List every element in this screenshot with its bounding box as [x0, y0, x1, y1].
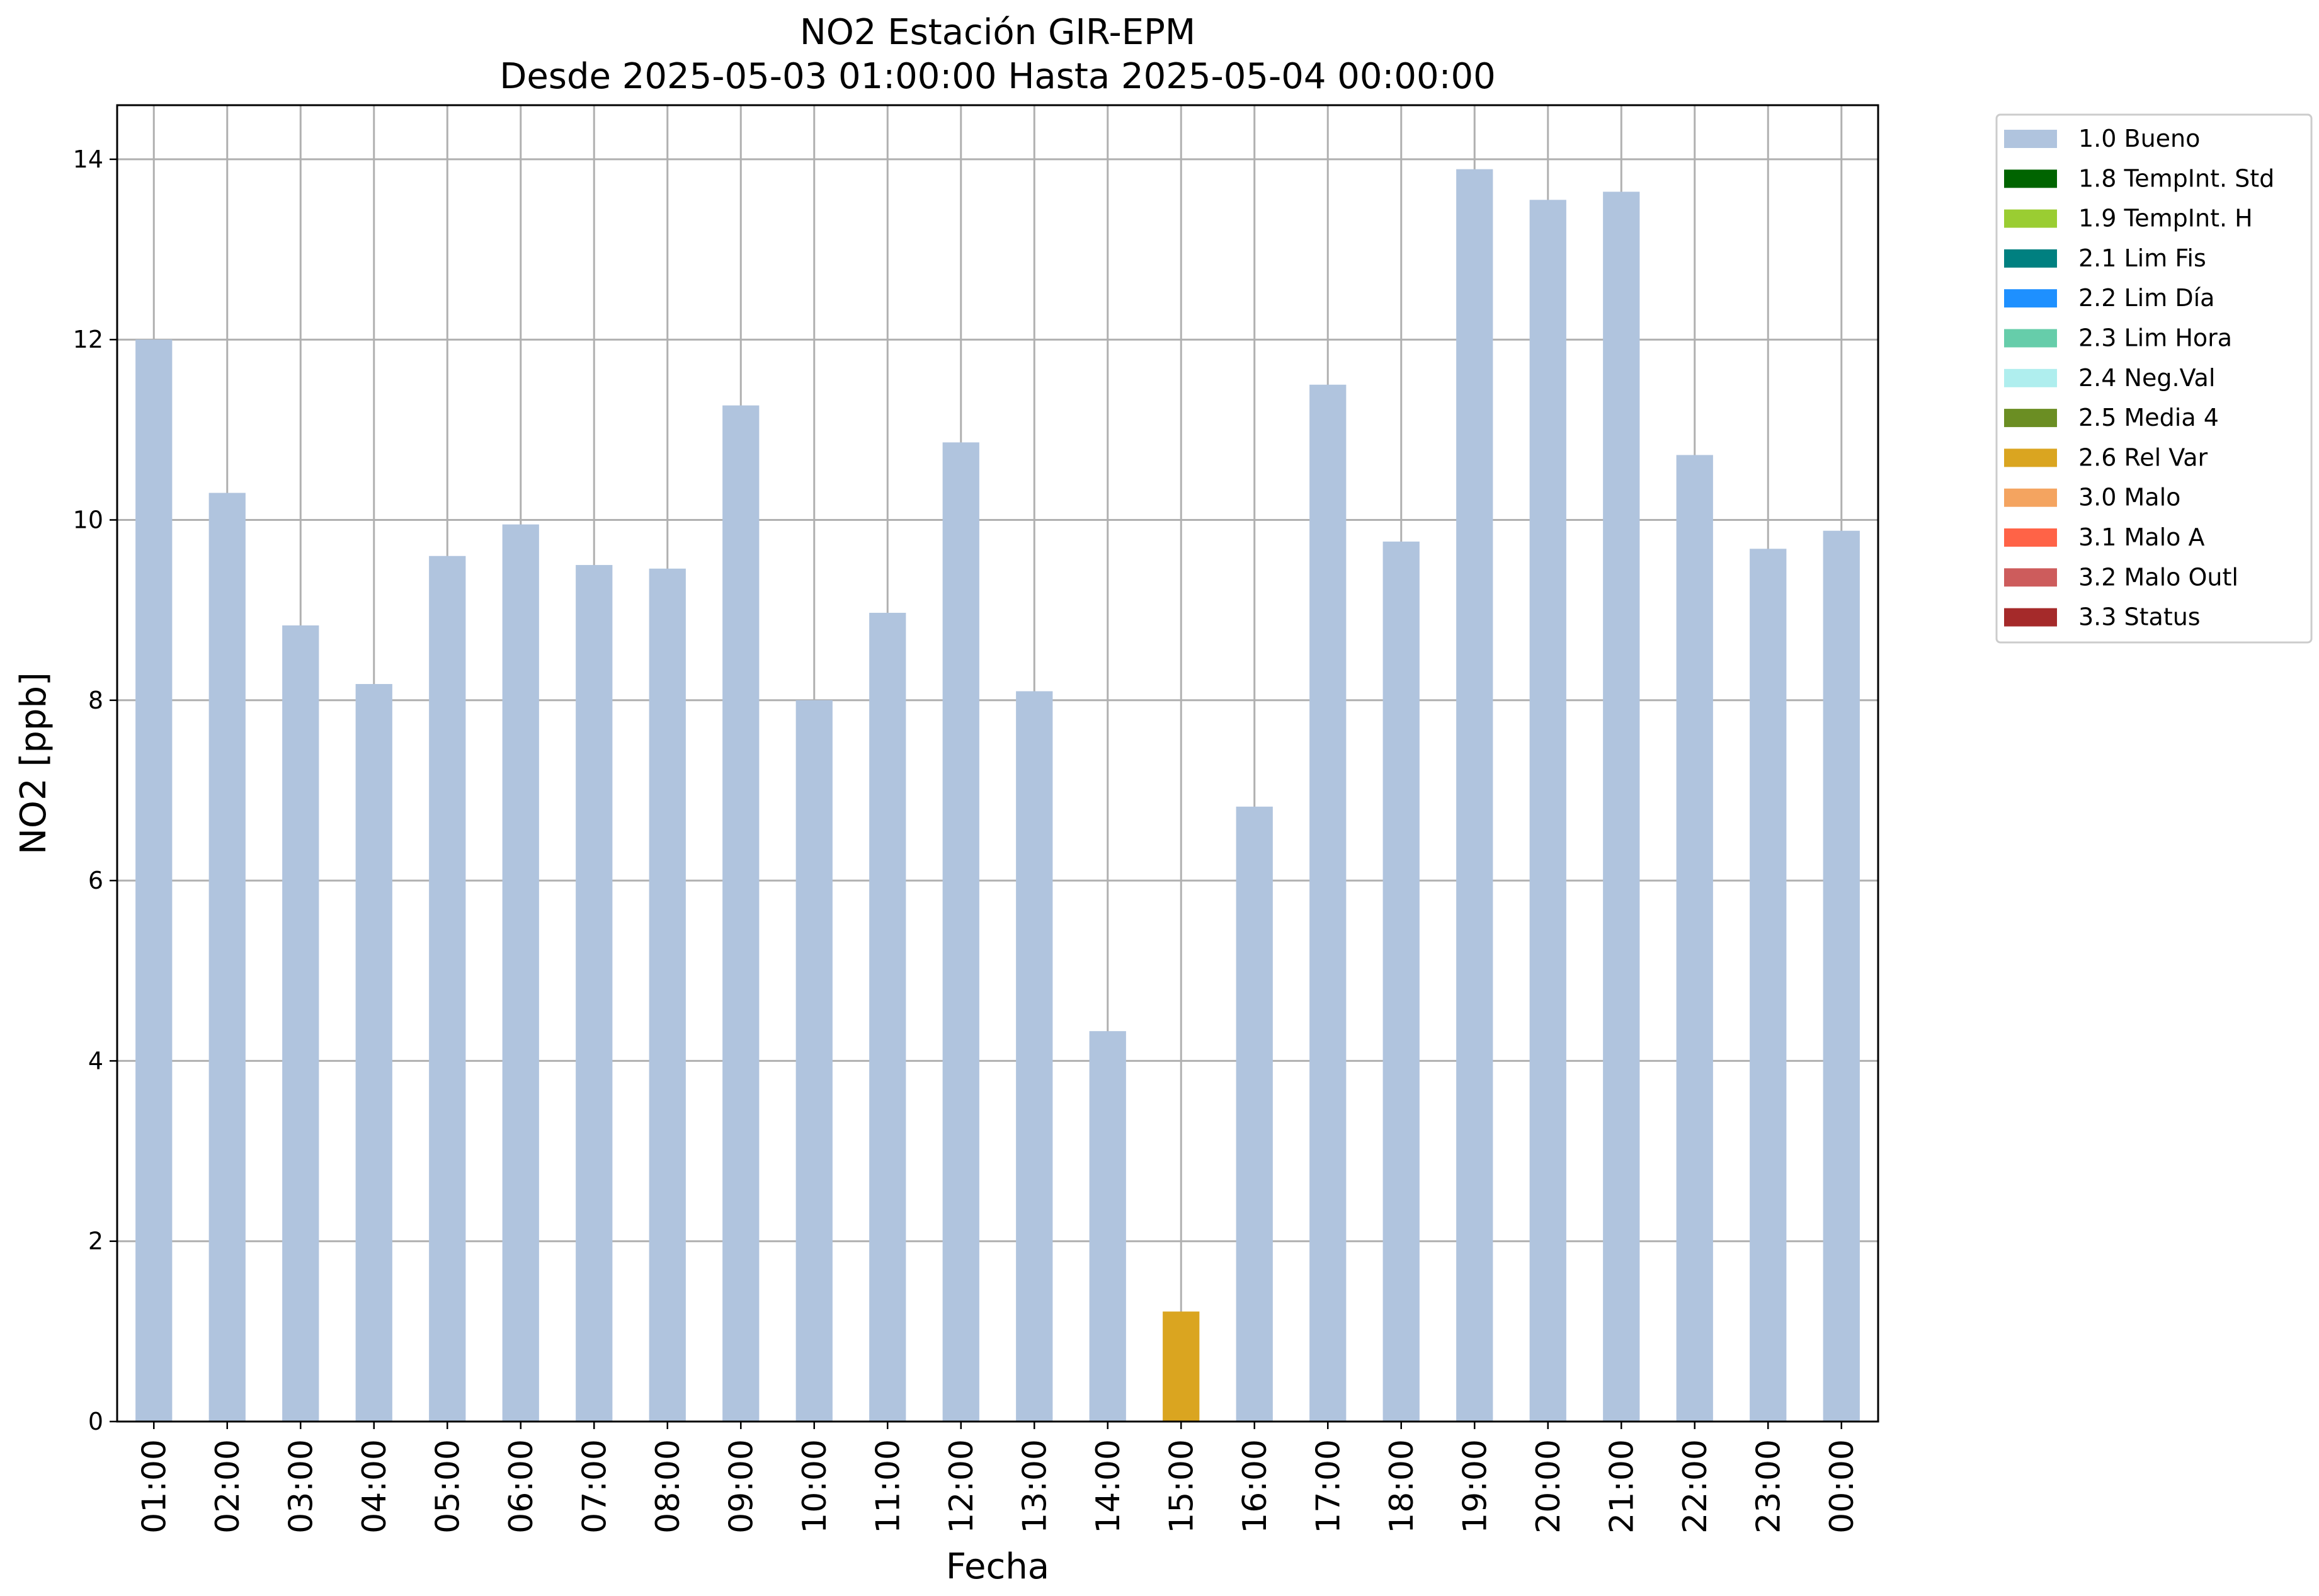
y-tick-label: 2: [88, 1228, 103, 1255]
y-gridlines: [117, 158, 1878, 1423]
chart-title: NO2 Estación GIR-EPM: [800, 12, 1195, 53]
x-tick-label: 22:00: [1677, 1439, 1714, 1534]
legend-swatch: [2004, 409, 2057, 428]
bar-1-0-0600: [502, 524, 539, 1422]
y-axis-ticks: 0 2 4 6 8 10 12 14: [73, 145, 117, 1435]
y-axis-label: NO2 [ppb]: [13, 672, 54, 855]
bar-1-0-0000: [1823, 530, 1860, 1422]
y-tick-label: 4: [88, 1047, 103, 1074]
bar-1-0-1000: [795, 700, 833, 1422]
legend-frame: [1995, 113, 2313, 644]
legend-label: 3.3 Status: [2078, 603, 2201, 631]
legend-swatch: [2004, 329, 2057, 348]
y-tick-label: 10: [73, 506, 103, 533]
x-tick-label: 07:00: [576, 1439, 613, 1534]
legend-label: 2.1 Lim Fis: [2078, 244, 2206, 272]
legend-label: 1.0 Bueno: [2078, 125, 2200, 152]
bar-1-0-1100: [869, 612, 906, 1422]
bar-1-0-1800: [1382, 541, 1420, 1422]
x-tick-label: 12:00: [943, 1439, 981, 1534]
x-tick-label: 19:00: [1456, 1439, 1494, 1534]
x-tick-label: 10:00: [796, 1439, 834, 1534]
bar-1-0-2200: [1676, 455, 1713, 1422]
legend-label: 1.9 TempInt. H: [2078, 205, 2253, 232]
legend-swatch: [2004, 249, 2057, 268]
bar-1-0-2000: [1529, 200, 1566, 1422]
x-tick-label: 09:00: [722, 1439, 760, 1534]
x-tick-label: 17:00: [1309, 1439, 1347, 1534]
y-tick-label: 14: [73, 145, 103, 173]
legend-swatch: [2004, 368, 2057, 387]
bar-1-0-1200: [942, 442, 979, 1422]
x-tick-label: 18:00: [1383, 1439, 1421, 1534]
x-tick-label: 20:00: [1530, 1439, 1568, 1534]
bar-1-0-0800: [649, 568, 686, 1422]
plot-area: [117, 105, 1878, 1422]
legend: 1.0 Bueno 1.8 TempInt. Std 1.9 TempInt. H 2…: [1995, 113, 2313, 644]
y-tick-label: 12: [73, 326, 103, 353]
legend-label: 3.0 Malo: [2078, 484, 2180, 511]
y-tick-label: 8: [88, 687, 103, 714]
legend-label: 3.2 Malo Outl: [2078, 563, 2238, 591]
bar-1-0-1700: [1309, 384, 1347, 1422]
bar-1-0-0900: [722, 405, 760, 1422]
legend-swatch: [2004, 448, 2057, 467]
legend-label: 2.6 Rel Var: [2078, 443, 2208, 471]
x-tick-label: 05:00: [429, 1439, 467, 1534]
x-tick-label: 14:00: [1090, 1439, 1127, 1534]
x-tick-label: 23:00: [1750, 1439, 1787, 1534]
x-tick-label: 11:00: [869, 1439, 907, 1534]
legend-swatch: [2004, 608, 2057, 627]
chart-subtitle: Desde 2025-05-03 01:00:00 Hasta 2025-05-…: [499, 56, 1496, 97]
legend-label: 2.3 Lim Hora: [2078, 324, 2232, 352]
bar-1-0-0300: [282, 625, 319, 1422]
legend-swatch: [2004, 169, 2057, 188]
x-tick-label: 04:00: [356, 1439, 394, 1534]
bar-1-0-1300: [1016, 691, 1053, 1422]
y-tick-label: 0: [88, 1408, 103, 1435]
x-tick-label: 06:00: [503, 1439, 540, 1534]
y-tick-label: 6: [88, 867, 103, 894]
plot-frame: [116, 104, 1879, 1423]
x-tick-label: 21:00: [1603, 1439, 1641, 1534]
legend-label: 3.1 Malo A: [2078, 523, 2204, 551]
legend-swatch: [2004, 528, 2057, 547]
legend-swatch: [2004, 568, 2057, 587]
bar-1-0-0200: [208, 493, 246, 1422]
x-tick-label: 00:00: [1823, 1439, 1861, 1534]
bar-1-0-0100: [135, 339, 173, 1422]
x-tick-label: 08:00: [649, 1439, 687, 1534]
legend-swatch: [2004, 488, 2057, 507]
legend-label: 2.2 Lim Día: [2078, 284, 2214, 312]
bar-1-0-1400: [1089, 1031, 1126, 1422]
x-tick-label: 02:00: [209, 1439, 247, 1534]
bar-2-6-1500: [1163, 1311, 1200, 1422]
legend-label: 2.5 Media 4: [2078, 404, 2219, 431]
x-axis-label: Fecha: [946, 1546, 1049, 1587]
x-tick-label: 01:00: [135, 1439, 173, 1534]
legend-swatch: [2004, 209, 2057, 228]
x-tick-label: 03:00: [282, 1439, 320, 1534]
x-axis-ticks: 01:00 02:00 03:00 04:00 05:00 06:00 07:00 08:00…: [135, 1422, 1861, 1534]
bar-1-0-2100: [1603, 191, 1640, 1422]
legend-label: 2.4 Neg.Val: [2078, 364, 2215, 392]
bar-1-0-0700: [576, 565, 613, 1422]
bar-1-0-1600: [1236, 806, 1273, 1422]
bar-1-0-1900: [1456, 169, 1493, 1422]
legend-label: 1.8 TempInt. Std: [2078, 164, 2274, 192]
bar-1-0-0500: [429, 556, 466, 1422]
x-tick-label: 16:00: [1236, 1439, 1274, 1534]
x-tick-label: 15:00: [1163, 1439, 1200, 1534]
bar-1-0-2300: [1750, 549, 1787, 1422]
legend-swatch: [2004, 130, 2057, 148]
legend-swatch: [2004, 289, 2057, 308]
x-tick-label: 13:00: [1016, 1439, 1054, 1534]
bar-1-0-0400: [355, 684, 392, 1422]
bars-group: [135, 169, 1860, 1422]
